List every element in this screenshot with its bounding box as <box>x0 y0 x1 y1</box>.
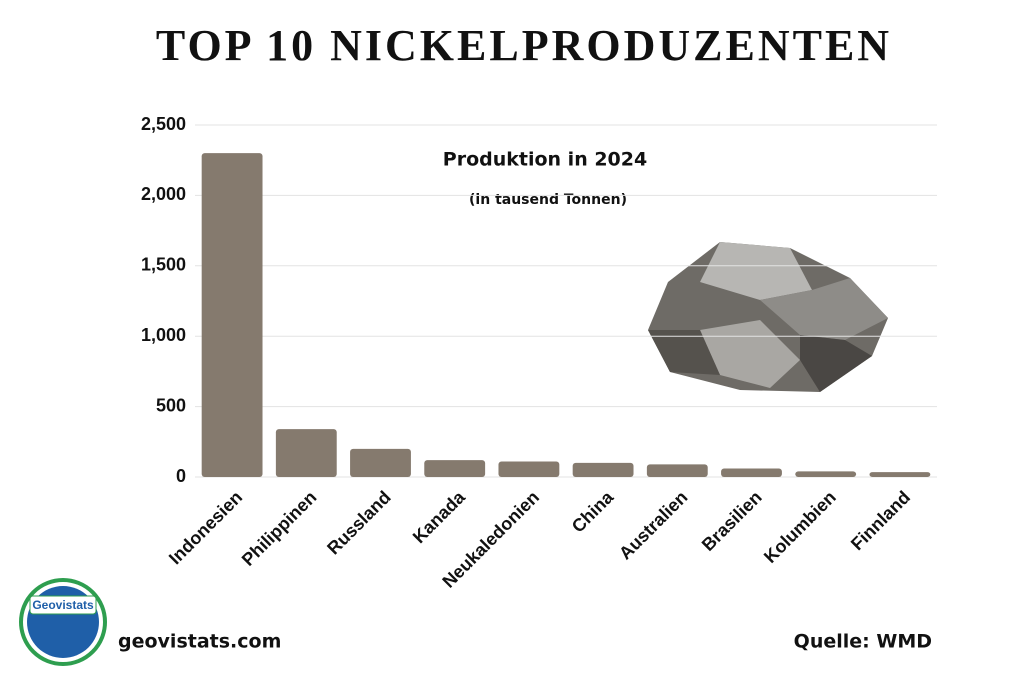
y-tick-label: 500 <box>156 395 186 415</box>
y-tick-label: 2,000 <box>141 184 186 204</box>
x-tick-label: Kolumbien <box>760 487 840 567</box>
x-tick-label: Russland <box>323 487 394 558</box>
logo: Geovistats <box>19 578 107 666</box>
x-tick-label: Philippinen <box>238 487 321 570</box>
bar <box>275 429 337 477</box>
chart-title: TOP 10 NICKELPRODUZENTEN <box>156 21 892 70</box>
website: geovistats.com <box>118 631 281 653</box>
x-tick-label: Brasilien <box>698 487 766 555</box>
x-tick-label: Indonesien <box>165 487 246 568</box>
unit-note: (in tausend Tonnen) <box>469 192 627 208</box>
bar <box>424 460 486 477</box>
x-tick-label: Finnland <box>847 487 914 554</box>
y-tick-label: 0 <box>176 466 186 486</box>
bar <box>201 153 263 477</box>
y-tick-label: 1,500 <box>141 255 186 275</box>
bar <box>721 468 782 477</box>
nickel-image <box>648 242 888 392</box>
y-tick-label: 2,500 <box>141 114 186 134</box>
bar <box>795 471 857 477</box>
bar <box>350 448 411 477</box>
x-tick-label: Kanada <box>409 486 470 547</box>
chart-subtitle: Produktion in 2024 <box>443 149 647 171</box>
y-tick-label: 1,000 <box>141 325 186 345</box>
source: Quelle: WMD <box>794 631 932 653</box>
x-tick-label: Australien <box>615 487 691 563</box>
bar <box>498 461 560 477</box>
bar <box>572 462 634 477</box>
logo-text: Geovistats <box>32 598 94 612</box>
bar <box>646 464 708 477</box>
bar <box>869 472 931 477</box>
x-tick-label: China <box>568 486 618 536</box>
